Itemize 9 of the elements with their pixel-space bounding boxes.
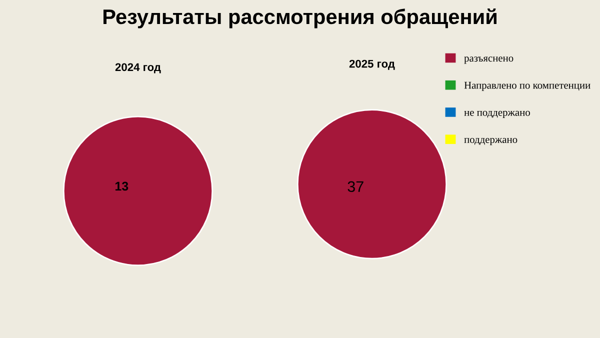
data-label: 13 bbox=[115, 182, 128, 191]
legend-label: не поддержано bbox=[464, 110, 530, 118]
chart-subtitle: 2024 год bbox=[115, 63, 161, 74]
legend-label: Направлено по компетенции bbox=[464, 82, 590, 91]
text: 2025 год bbox=[349, 60, 395, 70]
text: Результаты рассмотрения обращений bbox=[103, 8, 496, 28]
legend-label: поддержано bbox=[464, 138, 518, 146]
data-label: 37 bbox=[348, 181, 364, 192]
legend-label: разъяснено bbox=[464, 56, 514, 64]
